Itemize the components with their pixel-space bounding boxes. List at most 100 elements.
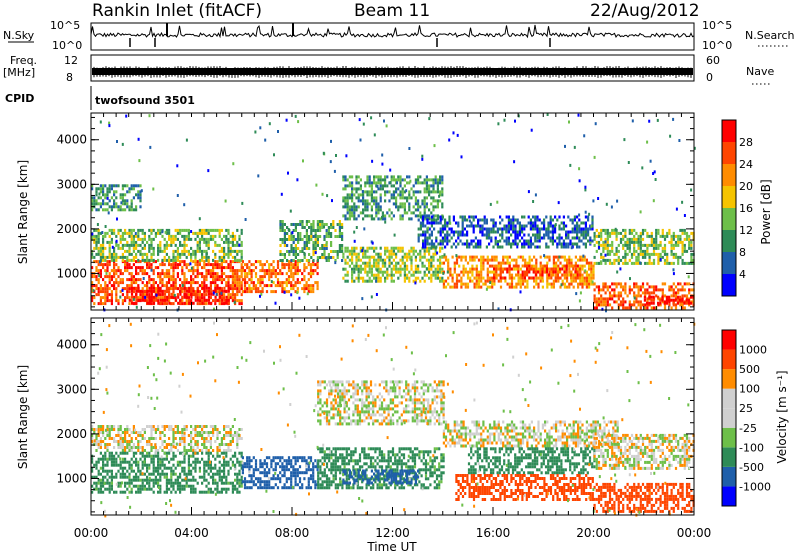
heatmap-cell <box>513 160 516 164</box>
heatmap-cell <box>593 261 596 265</box>
heatmap-cell <box>505 230 508 234</box>
heatmap-cell <box>99 272 102 276</box>
heatmap-cell <box>414 258 417 262</box>
heatmap-cell <box>198 243 201 247</box>
heatmap-cell <box>588 273 591 277</box>
heatmap-cell <box>446 236 449 240</box>
heatmap-cell <box>370 116 373 120</box>
heatmap-cell <box>496 230 499 234</box>
heatmap-cell <box>602 303 605 307</box>
heatmap-cell <box>297 247 300 250</box>
heatmap-cell <box>119 278 122 282</box>
heatmap-cell <box>582 230 585 234</box>
heatmap-cell <box>430 245 433 249</box>
heatmap-cell <box>442 285 445 289</box>
heatmap-cell <box>515 273 518 277</box>
heatmap-cell <box>570 258 573 262</box>
heatmap-cell <box>99 296 102 300</box>
heatmap-cell <box>604 285 607 289</box>
heatmap-cell <box>307 263 310 267</box>
heatmap-cell <box>139 196 142 200</box>
heatmap-cell <box>568 258 571 262</box>
heatmap-cell <box>441 215 444 219</box>
heatmap-cell <box>252 284 255 288</box>
heatmap-cell <box>141 237 144 241</box>
heatmap-cell <box>595 240 598 244</box>
heatmap-cell <box>159 231 162 235</box>
heatmap-cell <box>161 292 164 296</box>
heatmap-cell <box>471 255 474 259</box>
heatmap-cell <box>475 264 478 268</box>
heatmap-cell <box>406 211 409 215</box>
heatmap-cell <box>628 288 631 292</box>
heatmap-cell <box>373 202 376 206</box>
heatmap-cell <box>176 449 179 452</box>
heatmap-cell <box>681 288 684 292</box>
heatmap-cell <box>461 221 464 225</box>
heatmap-cell <box>624 291 627 295</box>
heatmap-cell <box>410 264 413 268</box>
heatmap-cell <box>493 273 496 277</box>
heatmap-cell <box>220 269 223 273</box>
heatmap-cell <box>681 285 684 289</box>
heatmap-cell <box>319 223 322 226</box>
heatmap-cell <box>536 233 539 237</box>
heatmap-cell <box>677 282 680 286</box>
heatmap-cell <box>292 238 295 241</box>
heatmap-cell <box>290 247 293 250</box>
heatmap-cell <box>351 196 354 200</box>
heatmap-cell <box>190 449 193 452</box>
heatmap-cell <box>205 278 208 282</box>
heatmap-cell <box>196 281 199 285</box>
heatmap-cell <box>172 284 175 288</box>
heatmap-cell <box>375 190 378 194</box>
heatmap-cell <box>287 266 291 270</box>
heatmap-cell <box>657 243 660 247</box>
heatmap-cell <box>99 187 102 191</box>
heatmap-cell <box>624 300 627 304</box>
heatmap-cell <box>274 284 277 288</box>
heatmap-cell <box>170 263 173 267</box>
heatmap-cell <box>578 179 581 183</box>
heatmap-cell <box>395 202 398 206</box>
heatmap-cell <box>128 284 131 288</box>
heatmap-cell <box>159 293 162 297</box>
heatmap-cell <box>187 252 190 256</box>
heatmap-cell <box>207 255 210 259</box>
heatmap-cell <box>308 220 311 223</box>
heatmap-cell <box>218 255 221 259</box>
heatmap-cell <box>491 270 494 274</box>
heatmap-cell <box>305 220 308 223</box>
heatmap-cell <box>125 114 128 118</box>
heatmap-cell <box>439 215 442 219</box>
heatmap-cell <box>417 233 420 237</box>
heatmap-cell <box>471 267 474 271</box>
heatmap-cell <box>578 273 581 277</box>
heatmap-cell <box>232 162 235 166</box>
heatmap-cell <box>190 437 193 440</box>
heatmap-cell <box>399 217 402 221</box>
heatmap-cell <box>646 249 649 253</box>
heatmap-cell <box>615 282 618 286</box>
heatmap-cell <box>659 258 662 262</box>
heatmap-cell <box>263 263 266 267</box>
heatmap-cell <box>670 298 673 302</box>
heatmap-cell <box>519 267 522 271</box>
heatmap-cell <box>359 187 362 191</box>
heatmap-cell <box>355 196 358 200</box>
heatmap-cell <box>296 272 299 276</box>
heatmap-cell <box>532 200 535 203</box>
heatmap-cell <box>611 306 614 310</box>
heatmap-cell <box>538 236 541 240</box>
heatmap-cell <box>386 270 389 274</box>
heatmap-cell <box>124 269 127 273</box>
heatmap-cell <box>351 276 354 280</box>
heatmap-cell <box>183 443 186 446</box>
heatmap-cell <box>108 443 111 446</box>
heatmap-cell <box>604 237 607 241</box>
heatmap-cell <box>346 279 349 283</box>
heatmap-cell <box>99 275 102 279</box>
heatmap-cell <box>405 189 408 193</box>
heatmap-cell <box>327 232 330 235</box>
heatmap-cell <box>119 446 122 449</box>
